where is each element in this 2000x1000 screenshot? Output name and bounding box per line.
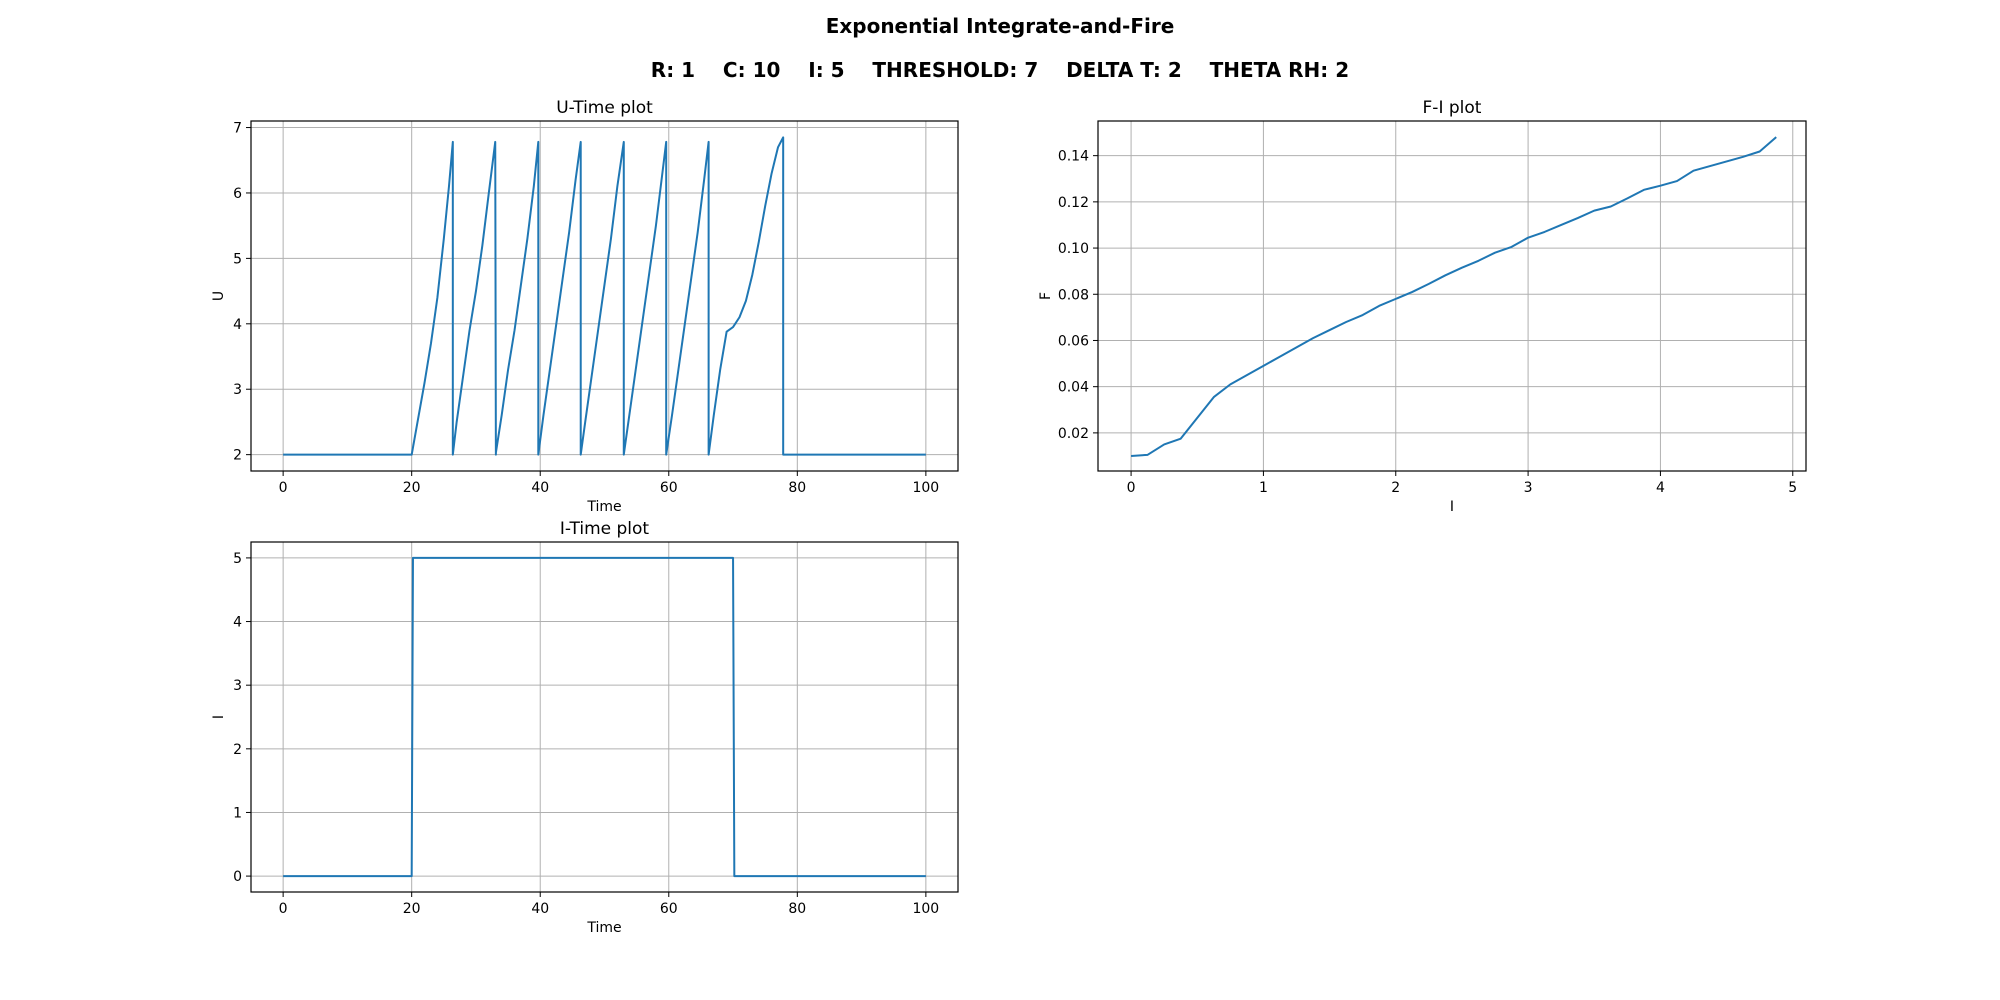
x-tick-label: 40 xyxy=(531,901,549,917)
y-tick-label: 4 xyxy=(233,317,242,333)
y-tick-label: 5 xyxy=(233,251,242,267)
series-line xyxy=(1131,136,1777,457)
y-tick-label: 0.14 xyxy=(1058,149,1089,165)
y-tick-label: 6 xyxy=(233,186,242,202)
axes-frame xyxy=(1097,120,1807,472)
x-tick-label: 100 xyxy=(912,480,939,496)
axes-frame xyxy=(250,541,959,893)
u-time-chart: 0 20 40 60 80 100 2 3 4 5 6 7 U-Time plot Time U xyxy=(211,98,959,515)
y-tick-label: 2 xyxy=(233,448,242,464)
y-tick-label: 5 xyxy=(233,551,242,567)
y-tick-label: 0.10 xyxy=(1058,241,1089,257)
x-tick-label: 0 xyxy=(279,901,288,917)
x-tick-label: 0 xyxy=(279,480,288,496)
x-tick-label: 60 xyxy=(660,901,678,917)
y-tick-label: 3 xyxy=(233,678,242,694)
x-tick-label: 40 xyxy=(531,480,549,496)
x-tick-label: 100 xyxy=(912,901,939,917)
y-tick-label: 2 xyxy=(233,742,242,758)
i-time-chart: 0 20 40 60 80 100 0 1 2 3 4 5 I-Time plot Time I xyxy=(211,519,959,936)
x-tick-label: 20 xyxy=(403,480,421,496)
x-axis-label: Time xyxy=(586,920,621,936)
x-tick-label: 3 xyxy=(1524,480,1533,496)
y-tick-label: 0.08 xyxy=(1058,287,1089,303)
y-tick-label: 0.02 xyxy=(1058,426,1089,442)
x-tick-label: 2 xyxy=(1391,480,1400,496)
x-tick-label: 80 xyxy=(788,901,806,917)
series-line xyxy=(283,136,926,456)
y-tick-label: 7 xyxy=(233,121,242,137)
x-tick-label: 5 xyxy=(1788,480,1797,496)
series-line xyxy=(283,556,926,878)
x-axis-label: I xyxy=(1450,499,1454,515)
y-axis-label: U xyxy=(211,291,227,301)
x-tick-label: 80 xyxy=(788,480,806,496)
chart-title: I-Time plot xyxy=(560,519,650,539)
f-i-chart: 0 1 2 3 4 5 0.02 0.04 0.06 0.08 0.10 0.12 0.14 F-I pl… xyxy=(1038,98,1807,515)
chart-title: U-Time plot xyxy=(556,98,653,118)
figure-title: Exponential Integrate-and-Fire xyxy=(825,14,1175,38)
chart-title: F-I plot xyxy=(1423,98,1482,118)
y-tick-label: 0.04 xyxy=(1058,380,1089,396)
y-tick-label: 0 xyxy=(233,869,242,885)
x-tick-label: 4 xyxy=(1656,480,1665,496)
y-axis-label: I xyxy=(211,715,227,719)
axes-frame xyxy=(250,120,959,472)
y-tick-label: 0.06 xyxy=(1058,333,1089,349)
y-tick-label: 0.12 xyxy=(1058,195,1089,211)
x-tick-label: 1 xyxy=(1259,480,1268,496)
y-axis-label: F xyxy=(1038,292,1054,300)
y-tick-label: 4 xyxy=(233,615,242,631)
parameters-subtitle: R: 1 C: 10 I: 5 THRESHOLD: 7 DELTA T: 2 … xyxy=(650,58,1350,82)
y-tick-label: 1 xyxy=(233,805,242,821)
x-tick-label: 60 xyxy=(660,480,678,496)
x-axis-label: Time xyxy=(586,499,621,515)
x-tick-label: 20 xyxy=(403,901,421,917)
y-tick-label: 3 xyxy=(233,382,242,398)
x-tick-label: 0 xyxy=(1127,480,1136,496)
